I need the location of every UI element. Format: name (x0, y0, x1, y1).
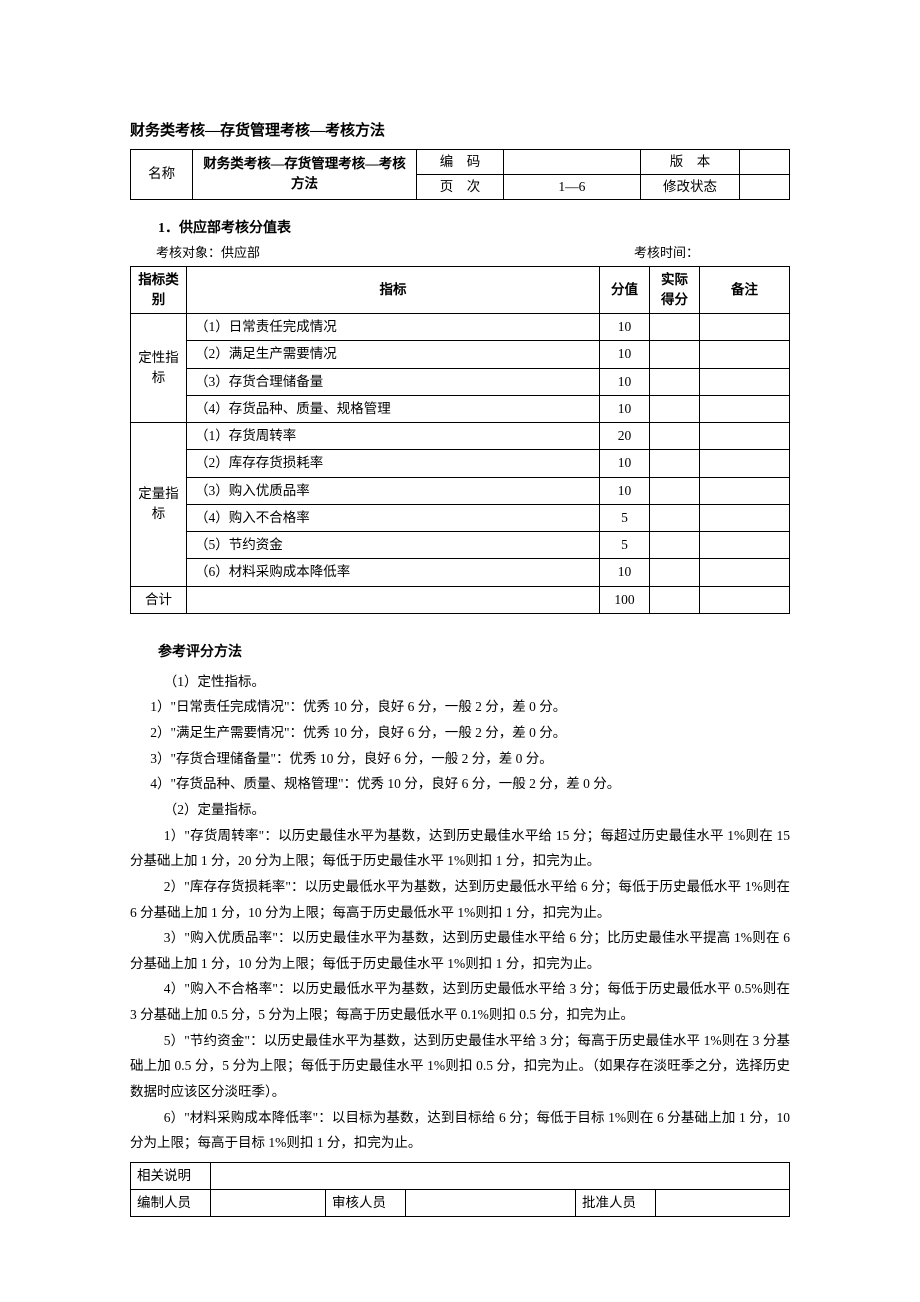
header-table: 名称 财务类考核—存货管理考核—考核方法 编 码 版 本 页 次 1—6 修改状… (130, 149, 790, 201)
a1: （1）日常责任完成情况 (187, 314, 600, 341)
reviewer-label: 审核人员 (326, 1190, 406, 1217)
group-a: 定性指标 (131, 314, 187, 423)
b4v: 5 (600, 504, 650, 531)
a2v: 10 (600, 341, 650, 368)
name-value: 财务类考核—存货管理考核—考核方法 (193, 149, 417, 200)
a4: （4）存货品种、质量、规格管理 (187, 395, 600, 422)
q4: 4）"存货品种、质量、规格管理"：优秀 10 分，良好 6 分，一般 2 分，差… (130, 771, 790, 797)
version-value (740, 149, 790, 174)
method-title: 参考评分方法 (130, 642, 790, 663)
b4: （4）购入不合格率 (187, 504, 600, 531)
b2: （2）库存存货损耗率 (187, 450, 600, 477)
doc-title: 财务类考核—存货管理考核—考核方法 (130, 120, 790, 143)
col-type: 指标类别 (131, 266, 187, 314)
r1: 1）"存货周转率"：以历史最佳水平为基数，达到历史最佳水平给 15 分；每超过历… (130, 823, 790, 874)
b5v: 5 (600, 532, 650, 559)
group-b: 定量指标 (131, 423, 187, 587)
col-metric: 指标 (187, 266, 600, 314)
r2: 2）"库存存货损耗率"：以历史最低水平为基数，达到历史最低水平给 6 分；每低于… (130, 874, 790, 925)
score-table: 指标类别 指标 分值 实际得分 备注 定性指标 （1）日常责任完成情况 10 （… (130, 266, 790, 614)
a1v: 10 (600, 314, 650, 341)
time-label: 考核时间： (634, 243, 699, 263)
col-note: 备注 (700, 266, 790, 314)
b6: （6）材料采购成本降低率 (187, 559, 600, 586)
a4v: 10 (600, 395, 650, 422)
b3: （3）购入优质品率 (187, 477, 600, 504)
a3v: 10 (600, 368, 650, 395)
b1v: 20 (600, 423, 650, 450)
target-label: 考核对象：供应部 (156, 243, 260, 263)
col-score: 分值 (600, 266, 650, 314)
total-value: 100 (600, 586, 650, 613)
b6v: 10 (600, 559, 650, 586)
code-label: 编 码 (416, 149, 503, 174)
footer-table: 相关说明 编制人员 审核人员 批准人员 (130, 1162, 790, 1218)
a2: （2）满足生产需要情况 (187, 341, 600, 368)
page-value: 1—6 (503, 174, 640, 199)
b1: （1）存货周转率 (187, 423, 600, 450)
section1-title: 1．供应部考核分值表 (130, 218, 790, 239)
code-value (503, 149, 640, 174)
r6: 6）"材料采购成本降低率"：以目标为基数，达到目标给 6 分；每低于目标 1%则… (130, 1105, 790, 1156)
page-label: 页 次 (416, 174, 503, 199)
p1: （1）定性指标。 (130, 669, 790, 695)
r5: 5）"节约资金"：以历史最佳水平为基数，达到历史最佳水平给 3 分；每高于历史最… (130, 1028, 790, 1105)
name-label: 名称 (131, 149, 193, 200)
status-label: 修改状态 (640, 174, 739, 199)
p2: （2）定量指标。 (130, 797, 790, 823)
version-label: 版 本 (640, 149, 739, 174)
total-label: 合计 (131, 586, 187, 613)
a3: （3）存货合理储备量 (187, 368, 600, 395)
col-actual: 实际得分 (650, 266, 700, 314)
r3: 3）"购入优质品率"：以历史最佳水平为基数，达到历史最佳水平给 6 分；比历史最… (130, 925, 790, 976)
q1: 1）"日常责任完成情况"：优秀 10 分，良好 6 分，一般 2 分，差 0 分… (130, 694, 790, 720)
notes-label: 相关说明 (131, 1162, 211, 1189)
b2v: 10 (600, 450, 650, 477)
status-value (740, 174, 790, 199)
approver-label: 批准人员 (576, 1190, 656, 1217)
r4: 4）"购入不合格率"：以历史最低水平为基数，达到历史最低水平给 3 分；每低于历… (130, 976, 790, 1027)
b3v: 10 (600, 477, 650, 504)
q3: 3）"存货合理储备量"：优秀 10 分，良好 6 分，一般 2 分，差 0 分。 (130, 746, 790, 772)
b5: （5）节约资金 (187, 532, 600, 559)
q2: 2）"满足生产需要情况"：优秀 10 分，良好 6 分，一般 2 分，差 0 分… (130, 720, 790, 746)
preparer-label: 编制人员 (131, 1190, 211, 1217)
